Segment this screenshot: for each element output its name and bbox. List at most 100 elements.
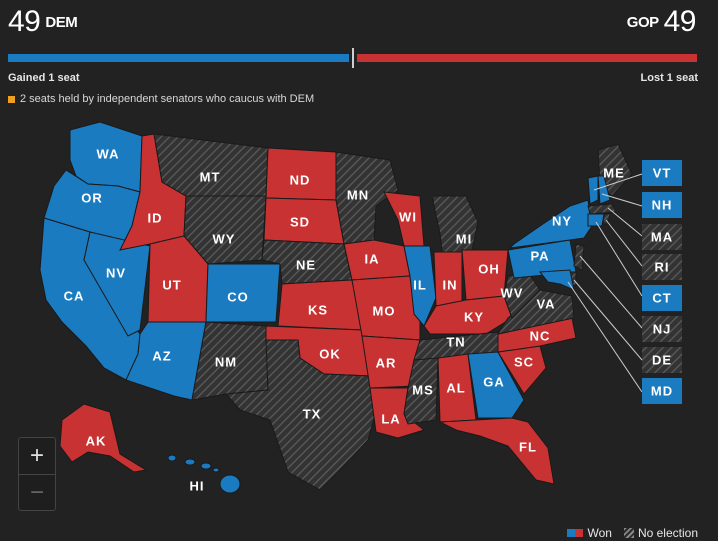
- label-OR: OR: [81, 190, 103, 205]
- box-label-MD: MD: [651, 383, 673, 398]
- state-GA[interactable]: [467, 351, 525, 419]
- northeast-boxes: VT NH MA RI CT NJ DE MD: [642, 160, 682, 404]
- zoom-controls: + −: [18, 437, 56, 511]
- label-CA: CA: [64, 288, 85, 303]
- legend-won-label: Won: [587, 526, 612, 540]
- leader-lines: [567, 173, 643, 393]
- state-WV[interactable]: [503, 271, 541, 319]
- box-label-VT: VT: [653, 165, 672, 180]
- box-CT[interactable]: [642, 285, 682, 311]
- label-NE: NE: [296, 257, 316, 272]
- state-TX[interactable]: [224, 339, 377, 491]
- legend: Won No election: [567, 526, 698, 540]
- legend-dem-swatch: [567, 529, 576, 537]
- box-label-DE: DE: [652, 352, 672, 367]
- label-ME: ME: [603, 165, 625, 180]
- state-HI[interactable]: [167, 454, 241, 494]
- label-AL: AL: [446, 380, 465, 395]
- zoom-in-button[interactable]: +: [29, 442, 44, 469]
- state-VT-map[interactable]: [587, 175, 599, 205]
- label-LA: LA: [381, 411, 400, 426]
- label-NY: NY: [552, 213, 572, 228]
- gop-seat-count: GOP 49: [626, 5, 697, 38]
- label-NC: NC: [530, 328, 551, 343]
- label-OK: OK: [319, 346, 341, 361]
- independent-swatch: [8, 95, 15, 103]
- legend-gop-swatch: [575, 529, 584, 537]
- label-FL: FL: [519, 439, 537, 454]
- gop-label: GOP: [626, 14, 659, 31]
- label-NV: NV: [106, 265, 126, 280]
- state-WY[interactable]: [183, 195, 267, 265]
- state-MT[interactable]: [153, 133, 269, 197]
- legend-no-election-swatch: [623, 528, 634, 538]
- label-TN: TN: [446, 334, 465, 349]
- label-KY: KY: [464, 309, 484, 324]
- label-SC: SC: [514, 354, 534, 369]
- zoom-out-button[interactable]: −: [19, 474, 55, 510]
- label-WV: WV: [501, 285, 524, 300]
- majority-marker: [352, 48, 354, 68]
- label-SD: SD: [290, 214, 310, 229]
- state-RI-map[interactable]: [602, 213, 611, 225]
- box-VT[interactable]: [642, 160, 682, 186]
- label-MO: MO: [373, 303, 396, 318]
- state-CT-map[interactable]: [587, 213, 605, 227]
- label-CO: CO: [227, 289, 249, 304]
- label-HI: HI: [190, 478, 205, 493]
- label-TX: TX: [303, 406, 322, 421]
- dem-bar: [8, 54, 349, 62]
- state-MN[interactable]: [335, 151, 399, 245]
- label-KS: KS: [308, 302, 328, 317]
- label-WA: WA: [97, 146, 120, 161]
- box-RI[interactable]: [642, 254, 682, 280]
- state-MO[interactable]: [351, 275, 421, 341]
- state-FL[interactable]: [438, 417, 555, 485]
- box-label-RI: RI: [655, 259, 670, 274]
- label-UT: UT: [162, 277, 181, 292]
- label-AR: AR: [376, 355, 397, 370]
- box-label-NJ: NJ: [653, 321, 672, 336]
- state-NH-map[interactable]: [597, 175, 611, 205]
- label-IA: IA: [365, 251, 380, 266]
- dem-change-note: Gained 1 seat: [8, 72, 80, 84]
- label-WY: WY: [213, 231, 236, 246]
- gop-change-note: Lost 1 seat: [640, 72, 698, 84]
- independent-note: 2 seats held by independent senators who…: [8, 93, 314, 105]
- legend-no-election-label: No election: [637, 526, 698, 540]
- label-AK: AK: [86, 433, 107, 448]
- label-GA: GA: [483, 374, 505, 389]
- label-VA: VA: [536, 296, 555, 311]
- dem-seat-count: 49 DEM: [8, 5, 78, 38]
- box-DE[interactable]: [642, 347, 682, 373]
- box-label-MA: MA: [651, 229, 673, 244]
- label-OH: OH: [478, 261, 500, 276]
- label-MN: MN: [347, 187, 369, 202]
- label-AZ: AZ: [152, 348, 171, 363]
- label-MT: MT: [200, 169, 221, 184]
- dem-label: DEM: [45, 14, 78, 31]
- box-label-NH: NH: [652, 197, 673, 212]
- state-MD-map[interactable]: [539, 269, 575, 291]
- state-CO[interactable]: [205, 263, 281, 323]
- label-ID: ID: [148, 210, 163, 225]
- state-AK[interactable]: [59, 403, 148, 473]
- box-NH[interactable]: [642, 192, 682, 218]
- label-ND: ND: [290, 172, 311, 187]
- label-MI: MI: [456, 231, 472, 246]
- seat-header: 49 DEM GOP 49: [0, 0, 718, 48]
- balance-of-power-bar: [8, 48, 697, 68]
- label-IN: IN: [443, 277, 458, 292]
- box-NJ[interactable]: [642, 316, 682, 342]
- label-NM: NM: [215, 354, 237, 369]
- label-IL: IL: [413, 277, 427, 292]
- state-NJ-map[interactable]: [573, 243, 585, 271]
- state-MA-map[interactable]: [587, 203, 617, 215]
- box-MA[interactable]: [642, 224, 682, 250]
- label-PA: PA: [530, 248, 549, 263]
- label-WI: WI: [399, 209, 417, 224]
- gop-bar: [357, 54, 697, 62]
- label-MS: MS: [412, 382, 434, 397]
- box-MD[interactable]: [642, 378, 682, 404]
